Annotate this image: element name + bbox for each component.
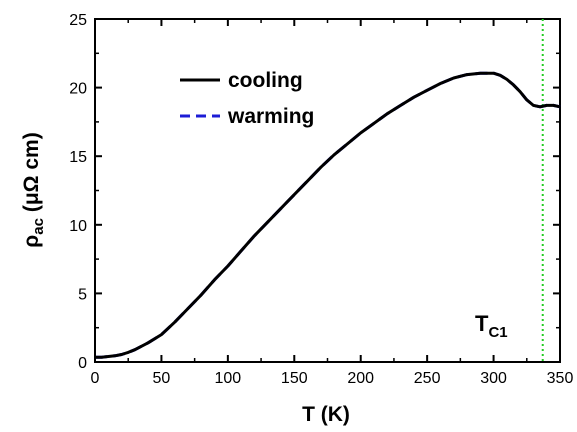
data-layer <box>95 19 561 362</box>
legend-label-warming: warming <box>227 105 314 128</box>
x-axis-label: T (K) <box>302 403 350 426</box>
axes-layer: 0 50 100 150 200 250 300 350 0 5 10 15 20 25 <box>69 12 573 387</box>
tc1-annotation-main: T <box>475 311 489 336</box>
y-tick-label: 10 <box>69 218 87 235</box>
x-tick-label: 250 <box>414 370 441 387</box>
series-line-cooling <box>95 71 561 359</box>
y-tick-label: 0 <box>78 355 87 372</box>
plot-border <box>94 18 561 363</box>
x-tick-label: 100 <box>215 370 242 387</box>
x-tick-label: 200 <box>347 370 374 387</box>
tc1-annotation-sub: C1 <box>488 324 507 341</box>
x-tick-label: 50 <box>153 370 171 387</box>
y-tick-label: 25 <box>69 12 87 29</box>
x-tick-label: 350 <box>547 370 574 387</box>
y-axis-label-unit: (μΩ cm) <box>20 132 43 218</box>
y-axis-label-main: ρ <box>20 235 43 248</box>
y-tick-label: 5 <box>78 286 87 303</box>
legend-label-cooling: cooling <box>228 69 303 92</box>
x-tick-label: 150 <box>281 370 308 387</box>
y-axis-label-sub: ac <box>30 218 47 235</box>
y-tick-label: 20 <box>69 81 87 98</box>
legend: cooling warming <box>180 69 314 128</box>
plot-frame <box>94 18 561 363</box>
x-tick-label: 300 <box>480 370 507 387</box>
x-tick-label: 0 <box>91 370 100 387</box>
y-tick-label: 15 <box>69 149 87 166</box>
y-axis-label: ρac (μΩ cm) <box>20 132 47 247</box>
tc1-annotation: TC1 <box>475 311 508 341</box>
series-line-warming <box>95 71 561 359</box>
